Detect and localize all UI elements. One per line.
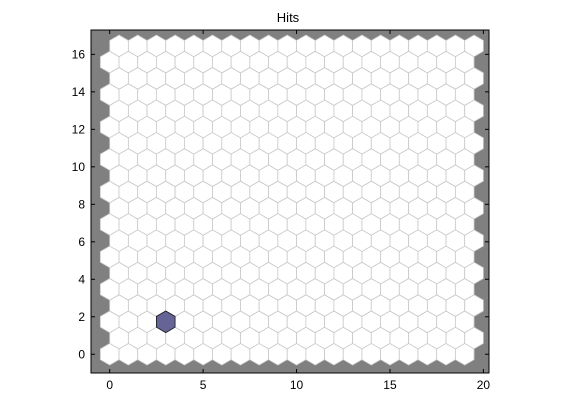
hit-marker (155, 310, 176, 334)
y-axis: 0 2 4 6 8 10 12 14 16 (72, 47, 489, 361)
y-tick-label: 14 (72, 85, 86, 99)
x-tick-label: 15 (383, 378, 397, 392)
x-tick-label: 5 (200, 378, 207, 392)
y-tick-label: 12 (72, 122, 86, 136)
y-tick-label: 10 (72, 160, 86, 174)
y-tick-label: 2 (78, 310, 85, 324)
y-tick-label: 0 (78, 347, 85, 361)
x-tick-label: 0 (106, 378, 113, 392)
x-axis: 0 5 10 15 20 (106, 30, 490, 392)
y-tick-label: 4 (78, 272, 85, 286)
chart-title: Hits (277, 10, 300, 25)
axes-frame (90, 29, 490, 374)
plot-area (90, 29, 490, 374)
x-tick-label: 10 (290, 378, 304, 392)
hex-cell (464, 34, 484, 58)
hex-grid (99, 34, 484, 366)
y-tick-label: 8 (78, 197, 85, 211)
y-tick-label: 16 (72, 47, 86, 61)
x-tick-label: 20 (477, 378, 491, 392)
y-tick-label: 6 (78, 235, 85, 249)
